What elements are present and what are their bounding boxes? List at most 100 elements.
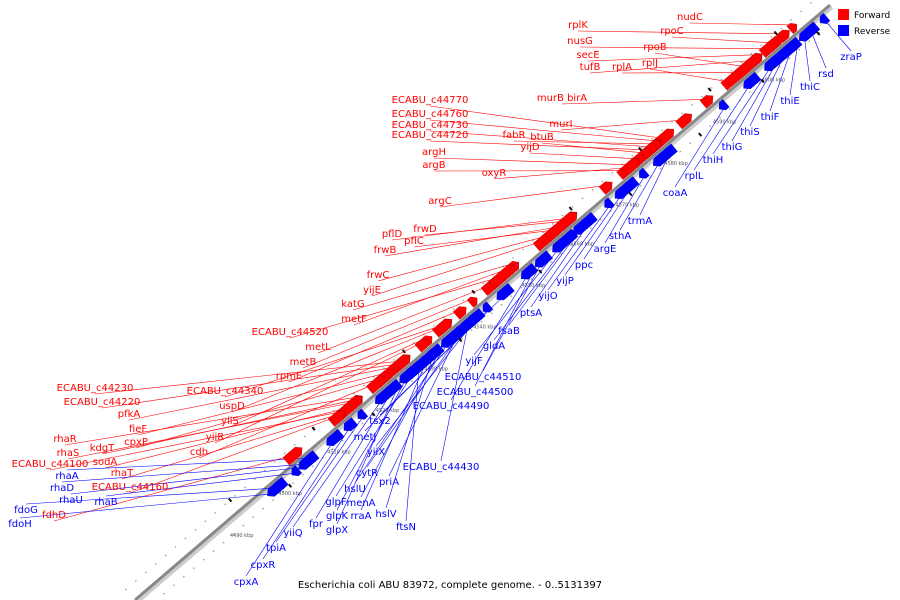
gene-uspd — [432, 319, 452, 338]
reverse-gene-label: thiF — [761, 112, 780, 123]
reverse-gene-label: thiH — [703, 155, 724, 166]
label-layer: nudC rplK rpoC nusG secE rpoB tufB rplA rplJ murB… — [8, 12, 862, 588]
reverse-leader-line — [450, 276, 527, 401]
reverse-leader-line — [105, 472, 298, 497]
feature-mark — [638, 146, 643, 152]
scale-dot — [222, 541, 225, 544]
gene-rpob-block — [724, 53, 762, 88]
forward-leader-line — [654, 52, 745, 67]
scale-dot — [740, 61, 743, 64]
reverse-gene-label: fsaB — [498, 326, 520, 337]
forward-leader-line — [589, 60, 752, 74]
forward-leader-line — [433, 157, 630, 166]
forward-leader-line — [198, 384, 373, 459]
reverse-gene-label: hslU — [344, 484, 366, 495]
leader-layer — [19, 20, 852, 577]
reverse-leader-line — [262, 428, 350, 560]
reverse-gene-label: ECABU_c44500 — [437, 387, 514, 398]
reverse-gene-label: ftsN — [396, 522, 416, 533]
scale-dot — [710, 87, 713, 89]
reverse-gene-label: thiC — [800, 82, 820, 93]
forward-gene-label: kdgT — [90, 443, 115, 454]
reverse-leader-line — [473, 249, 559, 356]
scale-dot — [125, 588, 127, 591]
scale-dot — [532, 240, 534, 242]
scale-dot — [341, 439, 344, 442]
reverse-gene-label: priA — [379, 477, 399, 488]
scale-dot — [659, 167, 662, 170]
forward-gene-label: metB — [290, 357, 317, 368]
forward-gene-label: ECABU_c44100 — [12, 459, 89, 470]
scale-dot — [232, 533, 235, 535]
forward-leader-line — [671, 36, 773, 44]
gene-argb — [616, 168, 627, 180]
scale-dot — [560, 252, 562, 255]
gene-nusg — [758, 39, 779, 58]
scale-dot — [691, 104, 693, 106]
reverse-leader-line — [693, 86, 750, 171]
scale-dot — [700, 95, 703, 98]
forward-gene-label: argH — [422, 147, 446, 158]
scale-dot — [293, 444, 296, 446]
reverse-leader-line — [440, 327, 468, 462]
scale-dot — [651, 138, 653, 140]
scale-dot — [302, 473, 304, 476]
scale-dot — [580, 235, 582, 238]
scale-dot — [212, 550, 215, 552]
reverse-gene-label: glpF — [325, 497, 346, 508]
feature-mark — [760, 78, 765, 84]
scale-dot — [520, 286, 523, 289]
scale-dot — [510, 295, 513, 297]
gene-muri — [675, 113, 692, 130]
gene-cpxa — [326, 428, 345, 447]
forward-gene-label: yiiR — [206, 432, 224, 443]
forward-gene-label: argB — [422, 160, 445, 171]
gene-cdh — [366, 375, 386, 395]
forward-gene-label: pfkA — [118, 409, 141, 420]
reverse-leader-line — [789, 44, 798, 96]
gene-ecabu-c44720 — [640, 148, 652, 160]
scale-dot — [462, 299, 465, 302]
scale-dot — [522, 248, 524, 251]
feature-mark — [471, 289, 476, 295]
reverse-gene-label: fdoH — [8, 519, 32, 530]
forward-gene-label: ECABU_c44230 — [57, 383, 134, 394]
forward-gene-label: metL — [305, 342, 331, 353]
reverse-leader-line — [604, 175, 645, 244]
scale-dot — [679, 150, 682, 153]
reverse-leader-line — [25, 487, 280, 505]
scale-dot — [183, 575, 185, 578]
scale-dot — [500, 303, 503, 306]
reverse-gene-label: metJ — [354, 432, 377, 443]
reverse-leader-line — [61, 463, 308, 483]
forward-leader-line — [689, 22, 793, 26]
scale-dot — [482, 282, 485, 285]
gene-fsab — [572, 217, 592, 235]
forward-leader-line — [424, 220, 564, 236]
tick-label: 4550 kbp — [522, 283, 546, 289]
forward-gene-label: rpmE — [276, 371, 303, 382]
scale-dot — [373, 376, 375, 378]
scale-dot — [204, 520, 207, 523]
reverse-leader-line — [19, 493, 273, 519]
reverse-gene-label: menA — [346, 498, 375, 509]
forward-leader-line — [391, 218, 568, 241]
reverse-gene-label: yijO — [538, 291, 557, 302]
scale-dot — [570, 244, 572, 246]
scale-dot — [788, 57, 791, 59]
scale-dot — [163, 592, 165, 595]
reverse-gene-label: cpxA — [234, 577, 259, 588]
forward-gene-label: frwB — [374, 245, 397, 256]
forward-gene-label: rplJ — [642, 58, 658, 69]
scale-dot — [561, 214, 564, 217]
forward-gene-label: rpoB — [643, 42, 667, 53]
feature-mark — [371, 412, 376, 417]
scale-dot — [292, 482, 294, 484]
scale-dot — [542, 231, 544, 234]
legend-reverse-label: Reverse — [854, 27, 891, 37]
map-caption: Escherichia coli ABU 83972, complete gen… — [298, 580, 602, 591]
scale-dot — [601, 180, 604, 183]
forward-leader-line — [561, 99, 707, 105]
